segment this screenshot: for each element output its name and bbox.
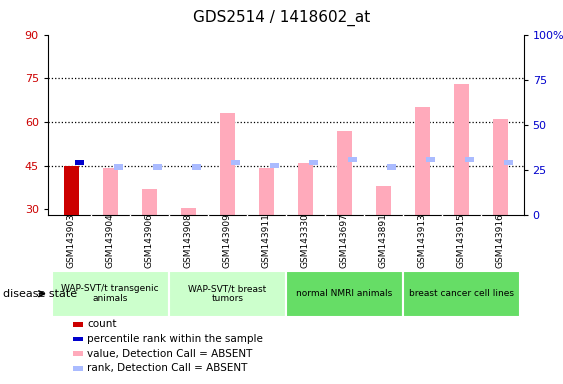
- Text: normal NMRI animals: normal NMRI animals: [296, 289, 392, 298]
- Text: GSM143697: GSM143697: [339, 213, 348, 268]
- Bar: [181, 208, 196, 215]
- Bar: [426, 157, 435, 162]
- Bar: [64, 166, 79, 215]
- Text: value, Detection Call = ABSENT: value, Detection Call = ABSENT: [87, 349, 253, 359]
- Text: GSM143903: GSM143903: [67, 213, 76, 268]
- Text: percentile rank within the sample: percentile rank within the sample: [87, 334, 263, 344]
- Bar: [504, 160, 513, 165]
- Bar: [114, 164, 123, 170]
- Bar: [259, 169, 274, 215]
- Bar: [493, 119, 508, 215]
- Bar: [465, 157, 473, 162]
- Text: GSM143915: GSM143915: [457, 213, 466, 268]
- Bar: [75, 160, 84, 165]
- Text: GSM143913: GSM143913: [418, 213, 427, 268]
- Bar: [169, 271, 285, 317]
- Text: GSM143330: GSM143330: [301, 213, 310, 268]
- Bar: [298, 163, 312, 215]
- Bar: [52, 271, 169, 317]
- Text: disease state: disease state: [3, 289, 77, 299]
- Text: GSM143909: GSM143909: [223, 213, 232, 268]
- Bar: [337, 131, 352, 215]
- Text: WAP-SVT/t transgenic
animals: WAP-SVT/t transgenic animals: [61, 284, 159, 303]
- Text: GSM143916: GSM143916: [495, 213, 504, 268]
- Bar: [309, 160, 318, 165]
- Text: rank, Detection Call = ABSENT: rank, Detection Call = ABSENT: [87, 363, 248, 373]
- Text: count: count: [87, 319, 117, 329]
- Bar: [387, 164, 396, 170]
- Bar: [270, 163, 279, 168]
- Text: GSM143908: GSM143908: [184, 213, 193, 268]
- Text: WAP-SVT/t breast
tumors: WAP-SVT/t breast tumors: [188, 284, 266, 303]
- Bar: [231, 160, 240, 165]
- Bar: [403, 271, 520, 317]
- Text: GSM143891: GSM143891: [379, 213, 388, 268]
- Text: breast cancer cell lines: breast cancer cell lines: [409, 289, 513, 298]
- Bar: [348, 157, 356, 162]
- Bar: [103, 169, 118, 215]
- Text: GSM143911: GSM143911: [262, 213, 271, 268]
- Bar: [220, 113, 235, 215]
- Bar: [142, 189, 157, 215]
- Bar: [192, 164, 200, 170]
- Text: GDS2514 / 1418602_at: GDS2514 / 1418602_at: [193, 10, 370, 26]
- Bar: [153, 164, 162, 170]
- Bar: [415, 108, 430, 215]
- Bar: [454, 84, 468, 215]
- Text: GSM143906: GSM143906: [145, 213, 154, 268]
- Text: GSM143904: GSM143904: [106, 213, 115, 268]
- Bar: [376, 186, 391, 215]
- Bar: [285, 271, 403, 317]
